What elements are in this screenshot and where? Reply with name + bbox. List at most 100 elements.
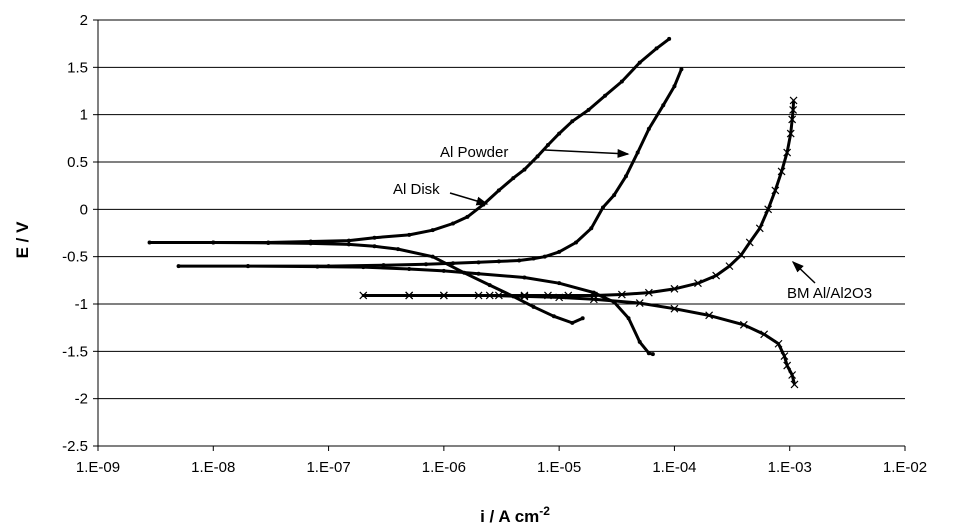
point-al-disk-35 — [638, 61, 642, 65]
y-tick-label-1: 1.5 — [67, 59, 88, 76]
point-al-disk-16 — [266, 240, 270, 244]
point-al-disk-37 — [667, 37, 671, 41]
point-al-disk-19 — [372, 236, 376, 240]
point-al-disk-29 — [546, 143, 550, 147]
point-al-powder-23 — [532, 257, 536, 261]
x-tick-label-1: 1.E-08 — [191, 459, 235, 476]
point-al-powder-32 — [647, 127, 651, 131]
point-al-disk-32 — [587, 108, 591, 112]
y-tick-label-6: -1 — [75, 296, 88, 313]
point-al-disk-2 — [552, 314, 556, 318]
point-al-disk-3 — [532, 305, 536, 309]
y-tick-label-7: -1.5 — [62, 343, 88, 360]
point-al-disk-0 — [581, 316, 585, 320]
annotation-al-disk-arrow — [450, 193, 487, 204]
point-al-powder-27 — [589, 226, 593, 230]
annotation-al-powder-arrow — [545, 150, 628, 154]
point-al-disk-1 — [570, 321, 574, 325]
series-line-al-powder — [179, 69, 682, 354]
point-al-disk-25 — [497, 188, 501, 192]
point-al-powder-21 — [497, 259, 501, 263]
point-al-powder-8 — [477, 272, 481, 276]
y-tick-label-9: -2.5 — [62, 438, 88, 455]
point-al-disk-21 — [431, 228, 435, 232]
point-al-powder-11 — [361, 265, 365, 269]
gridlines — [98, 20, 905, 446]
point-al-powder-33 — [661, 103, 665, 107]
point-al-disk-23 — [465, 215, 469, 219]
point-al-powder-20 — [477, 260, 481, 264]
x-axis-title-superscript: -2 — [539, 504, 550, 518]
y-tick-label-2: 1 — [80, 107, 88, 124]
x-axis-title-text: i / A cm — [480, 507, 539, 526]
point-al-powder-14 — [177, 264, 181, 268]
point-al-disk-31 — [570, 119, 574, 123]
y-tick-label-4: 0 — [80, 201, 88, 218]
point-al-disk-27 — [522, 168, 526, 172]
axes — [93, 20, 905, 451]
point-al-disk-28 — [536, 154, 540, 158]
annotation-al-disk: Al Disk — [393, 181, 440, 198]
point-al-powder-3 — [627, 316, 631, 320]
series-bm-al-al2o3 — [360, 97, 798, 388]
point-al-powder-10 — [407, 267, 411, 271]
series-al-powder — [177, 67, 684, 356]
series-line-bm-al-al2o3 — [363, 101, 794, 385]
point-al-powder-0 — [651, 352, 655, 356]
x-tick-label-4: 1.E-05 — [537, 459, 581, 476]
point-al-powder-2 — [638, 340, 642, 344]
x-axis-title: i / A cm-2 — [480, 504, 550, 526]
annotation-al-powder: Al Powder — [440, 144, 508, 161]
point-al-powder-29 — [612, 193, 616, 197]
point-al-disk-26 — [511, 176, 515, 180]
annotation-bm-arrow — [793, 262, 815, 283]
x-tick-label-2: 1.E-07 — [306, 459, 350, 476]
point-al-disk-36 — [655, 46, 659, 50]
point-al-powder-17 — [382, 263, 386, 267]
point-al-powder-9 — [442, 269, 446, 273]
point-al-powder-26 — [574, 240, 578, 244]
point-al-powder-19 — [451, 261, 455, 265]
x-tick-labels: 1.E-09 1.E-08 1.E-07 1.E-06 1.E-05 1.E-04 1.E-… — [76, 459, 927, 476]
point-al-disk-10 — [347, 242, 351, 246]
point-al-disk-34 — [620, 80, 624, 84]
point-al-powder-16 — [327, 264, 331, 268]
point-al-disk-30 — [557, 132, 561, 136]
point-al-powder-28 — [601, 205, 605, 209]
y-tick-labels: 2 1.5 1 0.5 0 -0.5 -1 -1.5 -2 -2.5 — [62, 12, 88, 455]
point-al-powder-25 — [557, 250, 561, 254]
point-al-powder-12 — [315, 265, 319, 269]
point-al-powder-22 — [517, 258, 521, 262]
point-al-disk-7 — [431, 255, 435, 259]
point-al-powder-1 — [647, 351, 651, 355]
point-al-powder-18 — [424, 262, 428, 266]
x-tick-label-3: 1.E-06 — [422, 459, 466, 476]
point-al-disk-33 — [603, 94, 607, 98]
annotations: Al Powder Al Disk BM Al/Al2O3 — [393, 144, 872, 302]
x-tick-label-5: 1.E-04 — [652, 459, 696, 476]
point-al-powder-34 — [672, 84, 676, 88]
y-tick-label-5: -0.5 — [62, 249, 88, 266]
point-al-disk-5 — [488, 283, 492, 287]
point-al-powder-6 — [557, 281, 561, 285]
point-al-powder-30 — [624, 174, 628, 178]
x-tick-label-0: 1.E-09 — [76, 459, 120, 476]
point-al-powder-31 — [636, 151, 640, 155]
series-layer — [148, 37, 798, 388]
annotation-bm-al-al2o3: BM Al/Al2O3 — [787, 285, 872, 302]
point-al-disk-8 — [396, 247, 400, 251]
y-tick-label-8: -2 — [75, 391, 88, 408]
point-al-powder-24 — [543, 255, 547, 259]
point-al-powder-15 — [246, 264, 250, 268]
y-tick-label-3: 0.5 — [67, 154, 88, 171]
x-tick-label-7: 1.E-02 — [883, 459, 927, 476]
point-al-powder-7 — [522, 275, 526, 279]
point-al-disk-18 — [347, 239, 351, 243]
point-al-disk-14 — [148, 240, 152, 244]
point-al-powder-35 — [679, 67, 683, 71]
point-al-disk-22 — [451, 222, 455, 226]
point-al-disk-20 — [407, 233, 411, 237]
x-tick-label-6: 1.E-03 — [768, 459, 812, 476]
y-axis-title: E / V — [13, 221, 32, 259]
